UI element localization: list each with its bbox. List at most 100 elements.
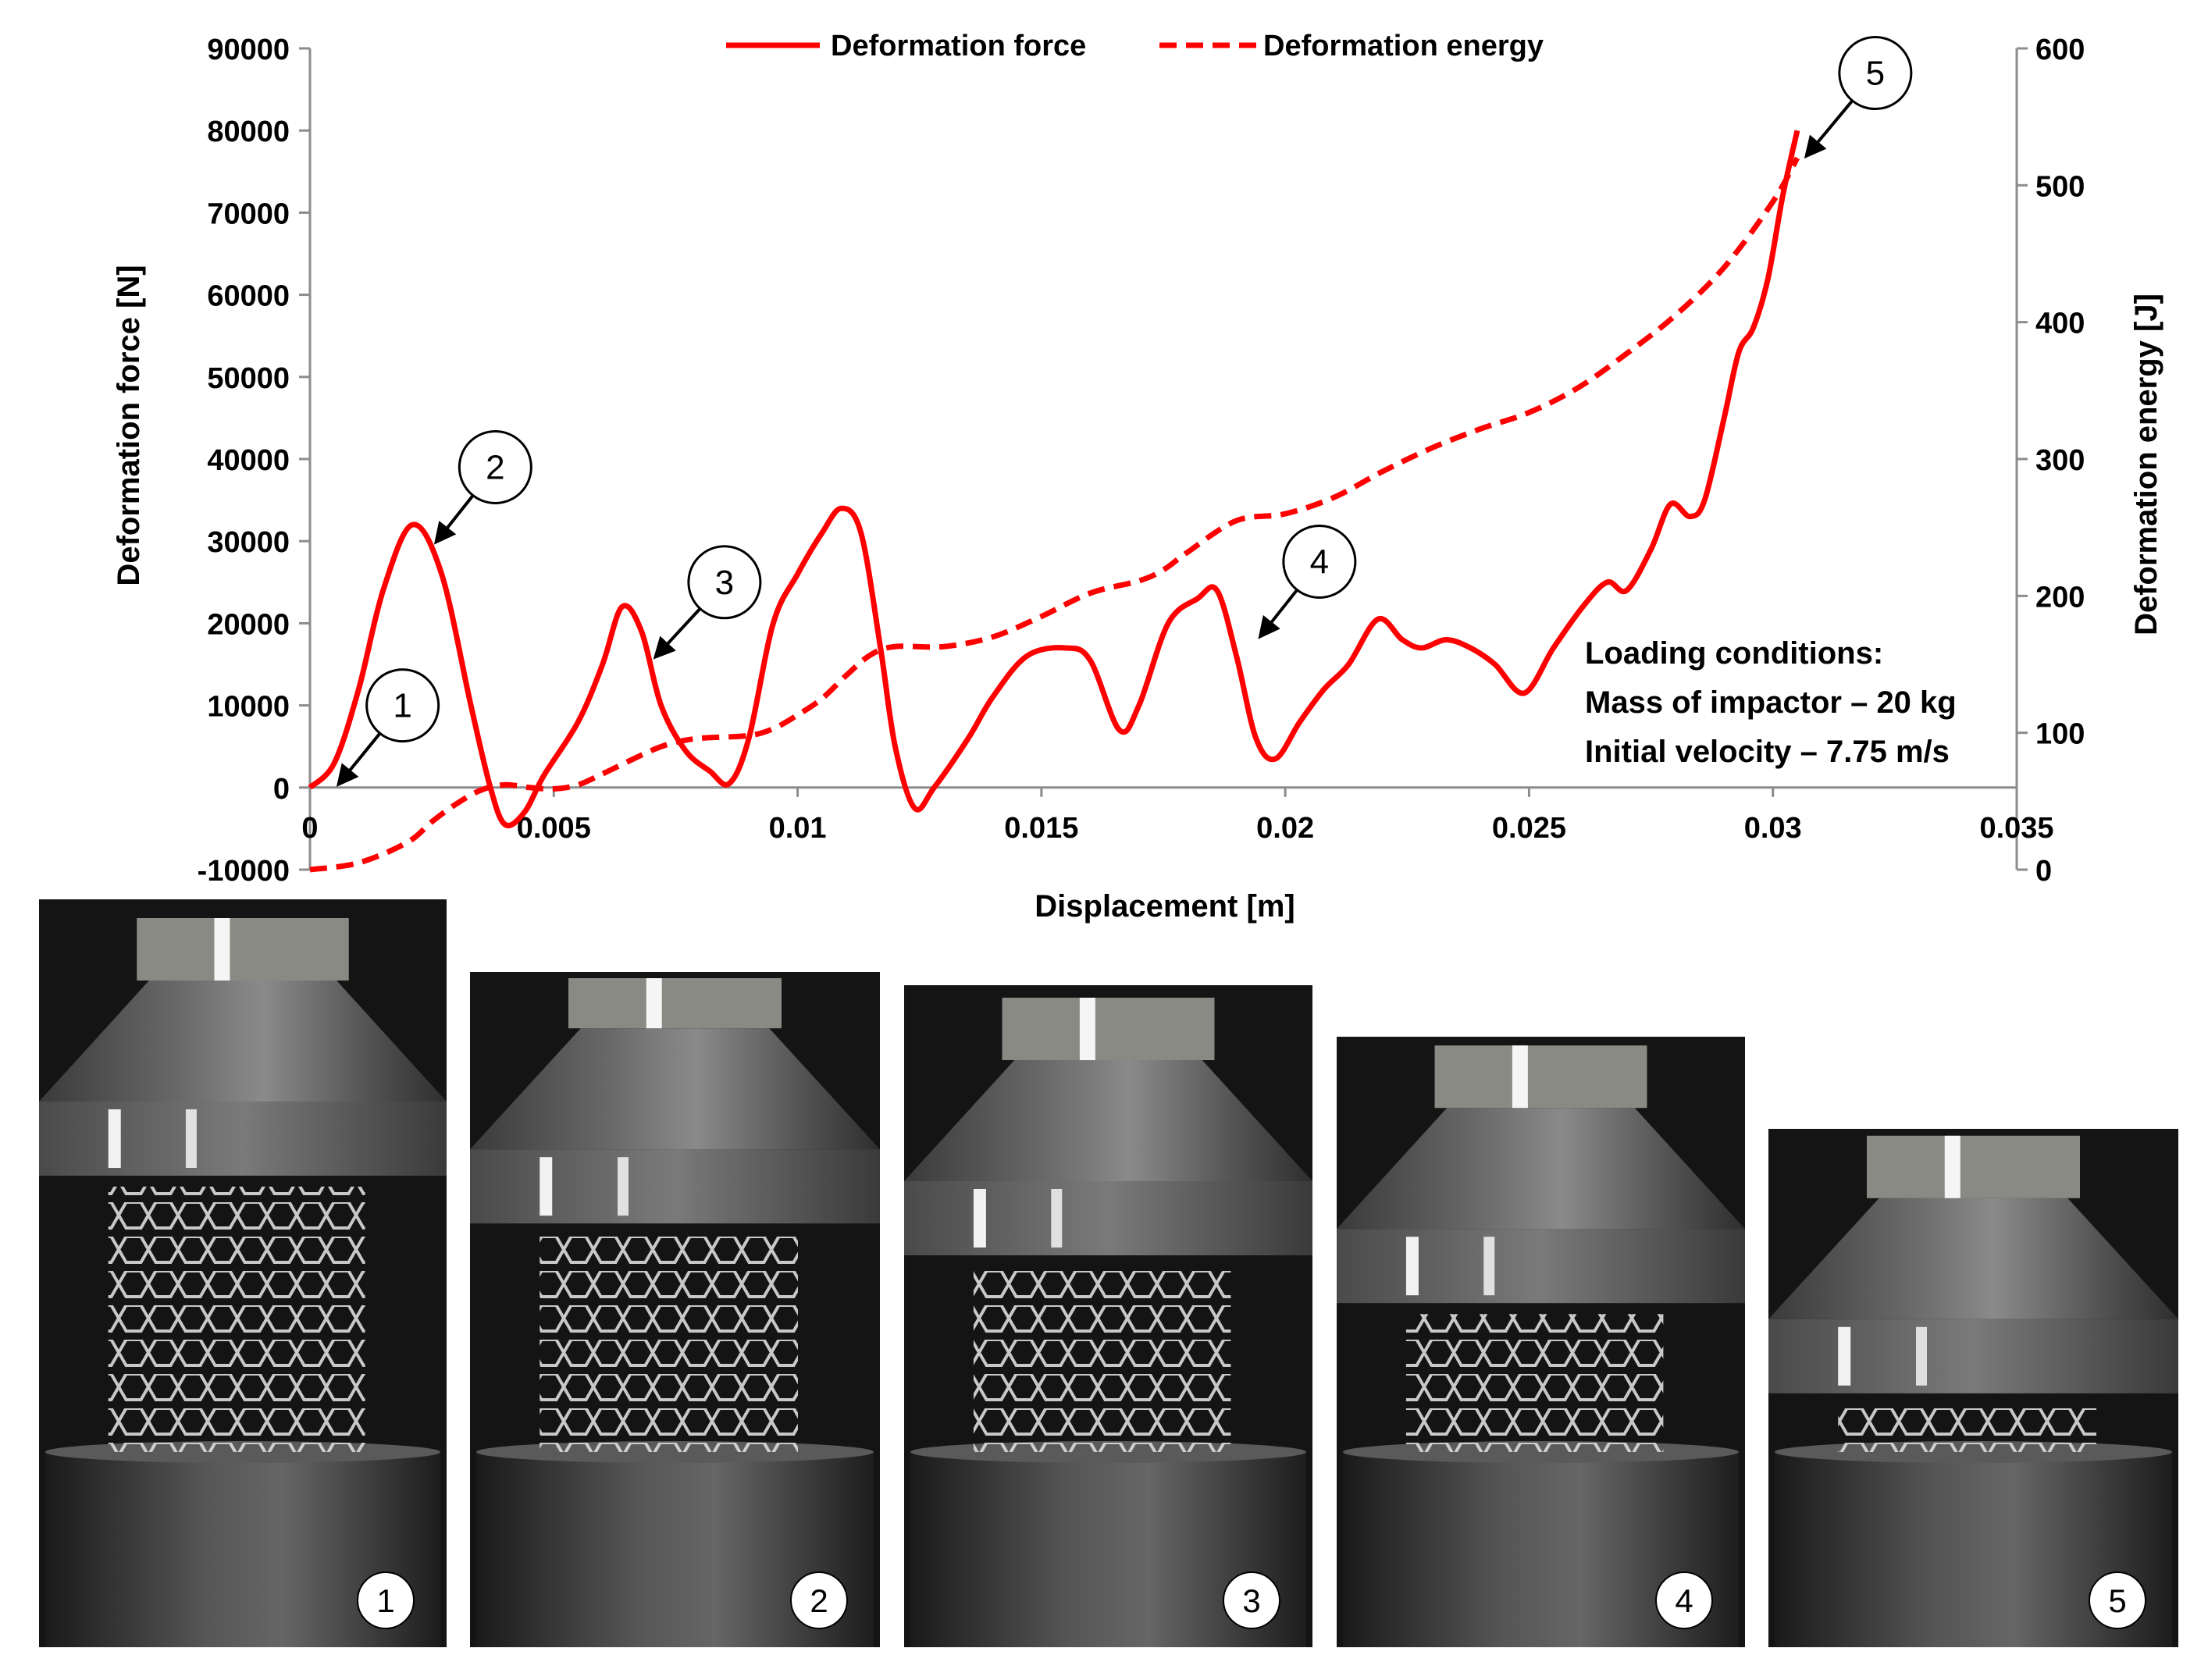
annotation-1: 1 — [336, 668, 440, 787]
photo-impactor-cap — [1867, 1135, 2080, 1198]
photo-panel-1: 1 — [39, 899, 447, 1647]
x-tick-label: 0.03 — [1744, 812, 1802, 845]
photo-impactor-ring — [470, 1149, 880, 1224]
photo-honeycomb-specimen — [973, 1266, 1231, 1452]
legend-label-force: Deformation force — [831, 30, 1086, 62]
y-right-tick-label: 0 — [2035, 855, 2052, 888]
photo-impactor-cone — [39, 981, 447, 1102]
photo-highlight — [1512, 1045, 1528, 1109]
y-left-tick-label: 70000 — [207, 198, 290, 230]
photo-strip: 1 2 3 4 5 — [39, 899, 2178, 1647]
chart-annotations: 1 2 3 4 5 — [336, 36, 1913, 787]
photo-honeycomb-specimen — [1405, 1314, 1664, 1452]
photo-highlight — [1838, 1326, 1851, 1386]
photo-panel-2: 2 — [470, 972, 880, 1647]
x-tick-label: 0.015 — [1004, 812, 1078, 845]
photo-label-circle — [1223, 1571, 1280, 1629]
photo-highlight — [1051, 1189, 1063, 1248]
y-left-tick-label: 30000 — [207, 526, 290, 559]
annotation-label: 1 — [393, 687, 411, 725]
photo-highlight — [973, 1189, 986, 1248]
force-curve — [308, 130, 1800, 828]
annotation-2: 2 — [433, 430, 532, 545]
annotation-circle — [1282, 525, 1357, 599]
photo-impactor-cap — [137, 918, 349, 981]
photo-label: 5 — [2108, 1582, 2126, 1619]
annotation-4: 4 — [1258, 525, 1357, 639]
photo-label-circle — [1655, 1571, 1713, 1629]
photo-panel-5: 5 — [1768, 1129, 2178, 1647]
y-left-tick-label: 10000 — [207, 691, 290, 724]
photo-highlight — [1405, 1237, 1419, 1296]
chart-series — [308, 130, 1800, 873]
legend-label-energy: Deformation energy — [1263, 30, 1544, 62]
photo-impactor-cone — [1337, 1108, 1745, 1230]
photo-highlight — [108, 1109, 121, 1168]
photo-label: 1 — [376, 1582, 394, 1619]
y-axis-right-label: Deformation energy [J] — [2129, 294, 2163, 635]
energy-curve — [309, 156, 1800, 873]
y-right-tick-label: 200 — [2035, 581, 2085, 614]
photo-panel-3: 3 — [904, 985, 1312, 1647]
annotation-label: 2 — [486, 449, 504, 487]
photo-highlight — [1916, 1326, 1927, 1386]
photo-impactor-cap — [1434, 1045, 1647, 1109]
photo-impactor-cone — [904, 1060, 1312, 1181]
chart-ticks: -100000100002000030000400005000060000700… — [198, 34, 2085, 888]
photo-impactor-ring — [904, 1181, 1312, 1255]
x-tick-label: 0.035 — [1979, 812, 2053, 845]
annotation-3: 3 — [653, 545, 762, 660]
annotation-arrow — [653, 607, 702, 660]
x-axis-label: Displacement [m] — [1035, 889, 1295, 924]
x-tick-label: 0.02 — [1256, 812, 1314, 845]
y-left-tick-label: 20000 — [207, 608, 290, 641]
annotation-label: 5 — [1866, 55, 1885, 93]
photo-impactor-cone — [1768, 1198, 2178, 1319]
y-right-tick-label: 100 — [2035, 718, 2085, 751]
photo-honeycomb-specimen — [108, 1187, 365, 1452]
photo-label: 3 — [1242, 1582, 1260, 1619]
loading-velocity: Initial velocity – 7.75 m/s — [1585, 735, 1950, 769]
y-left-tick-label: 80000 — [207, 116, 290, 148]
annotation-label: 3 — [715, 564, 734, 602]
photo-impactor-cap — [1002, 998, 1215, 1060]
photo-honeycomb-specimen — [1838, 1404, 2096, 1452]
photo-panel-4: 4 — [1337, 1037, 1745, 1647]
x-tick-label: 0.025 — [1492, 812, 1566, 845]
x-tick-label: 0 — [301, 812, 318, 845]
y-left-tick-label: 0 — [273, 773, 290, 806]
photo-label-circle — [357, 1571, 415, 1629]
y-axis-left-label: Deformation force [N] — [112, 265, 146, 586]
annotation-arrow — [1804, 99, 1854, 159]
annotation-label: 4 — [1310, 543, 1329, 582]
annotation-circle — [365, 668, 440, 743]
y-right-tick-label: 300 — [2035, 444, 2085, 477]
photo-highlight — [618, 1157, 629, 1216]
photo-highlight — [540, 1157, 553, 1216]
annotation-circle — [458, 430, 532, 505]
photo-highlight — [1079, 998, 1095, 1060]
annotation-circle — [687, 545, 762, 620]
y-left-tick-label: 50000 — [207, 362, 290, 395]
loading-conditions: Loading conditions: Mass of impactor – 2… — [1585, 636, 1957, 769]
photo-label-circle — [2089, 1571, 2146, 1629]
annotation-arrow — [1258, 589, 1298, 639]
y-left-tick-label: 60000 — [207, 280, 290, 313]
photo-highlight — [1483, 1237, 1495, 1296]
x-tick-label: 0.005 — [517, 812, 591, 845]
photo-highlight — [1944, 1135, 1960, 1198]
photo-impactor-cone — [470, 1028, 880, 1150]
y-left-tick-label: 90000 — [207, 34, 290, 66]
loading-mass: Mass of impactor – 20 kg — [1585, 685, 1957, 720]
photo-label: 4 — [1675, 1582, 1693, 1619]
annotation-arrow — [336, 732, 382, 787]
x-tick-label: 0.01 — [769, 812, 827, 845]
annotation-5: 5 — [1804, 36, 1913, 159]
photo-impactor-ring — [1337, 1229, 1745, 1304]
y-right-tick-label: 600 — [2035, 34, 2085, 66]
photo-impactor-cap — [568, 978, 782, 1029]
photo-impactor-ring — [1768, 1319, 2178, 1393]
photo-highlight — [646, 978, 662, 1029]
